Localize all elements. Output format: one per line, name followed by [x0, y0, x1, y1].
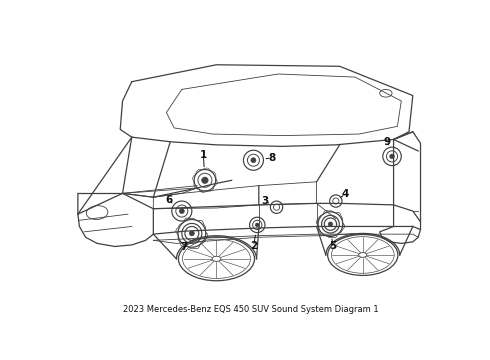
Ellipse shape — [212, 256, 221, 261]
Circle shape — [328, 222, 333, 226]
Text: 9: 9 — [384, 137, 391, 147]
Circle shape — [251, 158, 256, 163]
Circle shape — [390, 154, 394, 159]
Text: 2: 2 — [250, 242, 257, 252]
Text: 4: 4 — [342, 189, 349, 199]
Circle shape — [179, 208, 184, 213]
Text: 5: 5 — [329, 241, 336, 251]
Circle shape — [202, 177, 208, 184]
Text: 1: 1 — [200, 150, 207, 160]
Text: 2023 Mercedes-Benz EQS 450 SUV Sound System Diagram 1: 2023 Mercedes-Benz EQS 450 SUV Sound Sys… — [123, 305, 379, 314]
Circle shape — [255, 223, 259, 227]
Text: 6: 6 — [165, 195, 172, 205]
Text: 3: 3 — [261, 196, 269, 206]
Text: 7: 7 — [180, 242, 188, 252]
Text: 8: 8 — [269, 153, 275, 163]
Ellipse shape — [359, 253, 367, 257]
Circle shape — [189, 231, 195, 236]
